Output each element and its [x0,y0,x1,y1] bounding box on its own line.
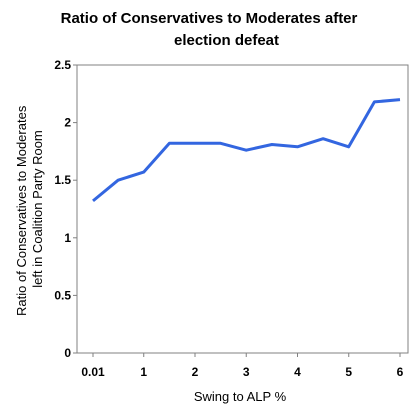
chart-title-line2: election defeat [173,32,280,49]
y-tick-label: 0 [64,346,71,360]
x-tick-label: 2 [192,365,199,379]
series-group [92,98,401,203]
x-axis-title: Swing to ALP % [194,389,287,404]
y-tick-label: 2.5 [54,58,71,72]
y-axis: 0 0.5 1 1.5 2 2.5 [54,58,77,360]
y-tick-label: 0.5 [54,288,71,302]
y-tick-label: 2 [64,116,71,130]
y-axis-title-line2: left in Coalition Party Room [30,130,45,288]
x-tick-label: 6 [397,365,404,379]
y-axis-title: Ratio of Conservatives to Moderates left… [14,102,45,316]
y-tick-label: 1.5 [54,173,71,187]
x-tick-label: 5 [345,365,352,379]
chart-title-line1: Ratio of Conservatives to Moderates afte… [60,10,358,27]
y-axis-title-line1: Ratio of Conservatives to Moderates [14,105,29,316]
x-axis: 0.01 1 2 3 4 5 6 [81,353,404,379]
plot-area [76,64,409,354]
chart-title: Ratio of Conservatives to Moderates afte… [0,8,418,52]
x-tick-label: 1 [140,365,147,379]
x-tick-label: 4 [294,365,301,379]
x-tick-label: 3 [243,365,250,379]
y-tick-label: 1 [64,231,71,245]
x-tick-label: 0.01 [81,365,105,379]
